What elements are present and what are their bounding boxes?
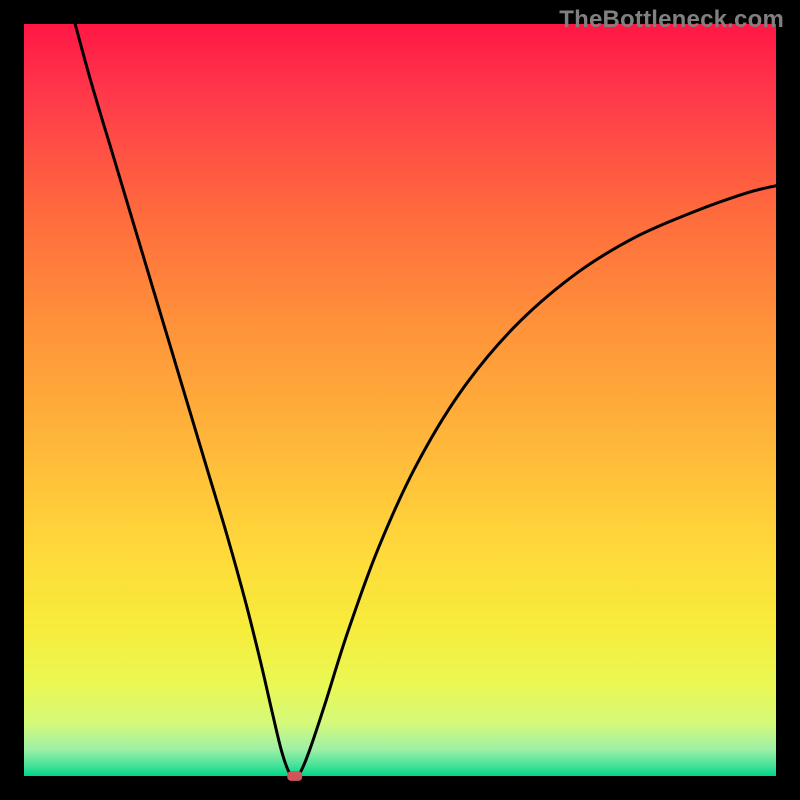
chart-plot-area: [24, 24, 776, 776]
bottleneck-chart: TheBottleneck.com: [0, 0, 800, 800]
optimal-point-marker: [287, 771, 302, 781]
chart-svg: [0, 0, 800, 800]
watermark-text: TheBottleneck.com: [559, 6, 784, 34]
